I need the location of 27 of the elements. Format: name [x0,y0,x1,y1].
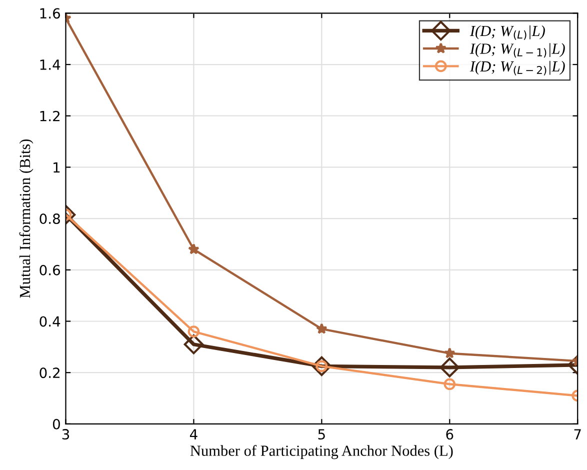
legend-label: I(D; W$_{(L)}$|L) [470,25,545,40]
x-tick-label: 4 [190,429,198,440]
legend-label: I(D; W$_{(L−2)}$|L) [470,60,565,76]
x-tick-label: 3 [62,429,70,440]
point [440,358,460,378]
y-tick-label: 1.4 [40,60,60,70]
point [312,356,332,376]
point [184,334,204,354]
point [188,326,200,338]
y-tick-label: 0 [52,418,60,430]
y-tick-label: 0.4 [40,316,60,327]
point [316,323,328,334]
point [444,378,456,390]
x-axis-title: Number of Participating Anchor Nodes (L) [190,445,453,460]
y-tick-label: 1.2 [40,110,60,122]
x-tick-label: 5 [318,429,325,440]
y-tick-label: 0.2 [40,368,60,378]
y-tick-label: 0.8 [40,214,60,224]
y-tick-label: 1 [54,162,60,172]
x-tick-label: 7 [574,429,581,440]
point [188,243,200,254]
x-tick-label: 6 [446,429,454,440]
y-tick-label: 0.6 [40,264,60,276]
y-axis-title: Mutual Information (Bits) [19,139,34,298]
legend-label: I(D; W$_{(L−1)}$|L) [470,43,565,58]
y-tick-label: 1.6 [40,8,60,19]
point [444,347,456,358]
